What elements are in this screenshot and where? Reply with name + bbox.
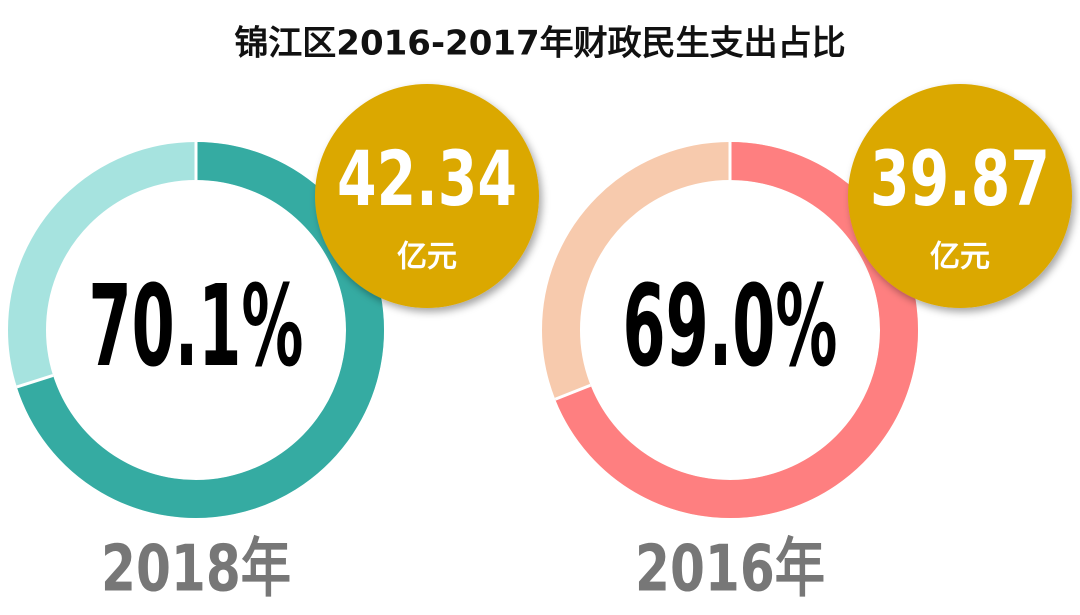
center-value-label: 69.0% xyxy=(623,262,838,392)
amount-badge xyxy=(848,84,1072,308)
segment-separator xyxy=(16,374,54,389)
category-label: 2016年 xyxy=(635,533,825,607)
amount-value: 42.34 xyxy=(337,134,517,223)
category-label: 2018年 xyxy=(101,533,291,607)
center-value-label: 70.1% xyxy=(89,262,304,392)
segment-separator xyxy=(554,383,592,401)
amount-unit: 亿元 xyxy=(397,240,457,275)
amount-badge xyxy=(315,84,539,308)
amount-value: 39.87 xyxy=(870,134,1050,223)
donut-segment xyxy=(16,142,384,518)
chart-title: 锦江区2016-2017年财政民生支出占比 xyxy=(234,24,845,64)
donut-segment xyxy=(555,142,918,518)
amount-unit: 亿元 xyxy=(930,240,990,275)
